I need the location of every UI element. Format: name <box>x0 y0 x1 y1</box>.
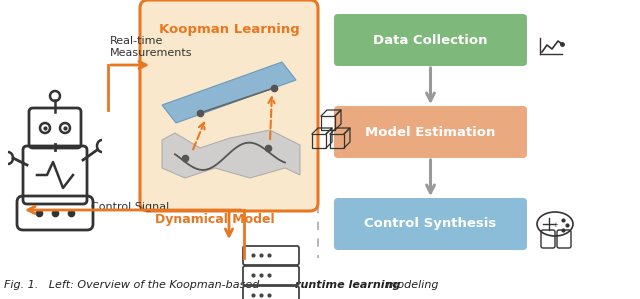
FancyBboxPatch shape <box>334 198 527 250</box>
Text: modeling: modeling <box>383 280 438 290</box>
Text: Koopman Learning: Koopman Learning <box>159 24 300 36</box>
Text: Real-time
Measurements: Real-time Measurements <box>110 36 193 58</box>
FancyBboxPatch shape <box>334 106 527 158</box>
Text: +: + <box>552 222 558 228</box>
Text: Dynamical Model: Dynamical Model <box>155 213 275 227</box>
Text: Control Synthesis: Control Synthesis <box>364 217 497 231</box>
Bar <box>321 116 335 130</box>
Text: Model Estimation: Model Estimation <box>365 126 496 138</box>
Bar <box>312 134 326 148</box>
Bar <box>330 134 344 148</box>
Text: runtime learning: runtime learning <box>295 280 401 290</box>
Text: Control Signal: Control Signal <box>91 202 169 212</box>
Polygon shape <box>162 130 300 178</box>
FancyBboxPatch shape <box>334 14 527 66</box>
Text: Data Collection: Data Collection <box>373 33 488 47</box>
Polygon shape <box>162 62 296 123</box>
FancyBboxPatch shape <box>140 0 318 211</box>
Text: Fig. 1.   Left: Overview of the Koopman-based: Fig. 1. Left: Overview of the Koopman-ba… <box>4 280 263 290</box>
